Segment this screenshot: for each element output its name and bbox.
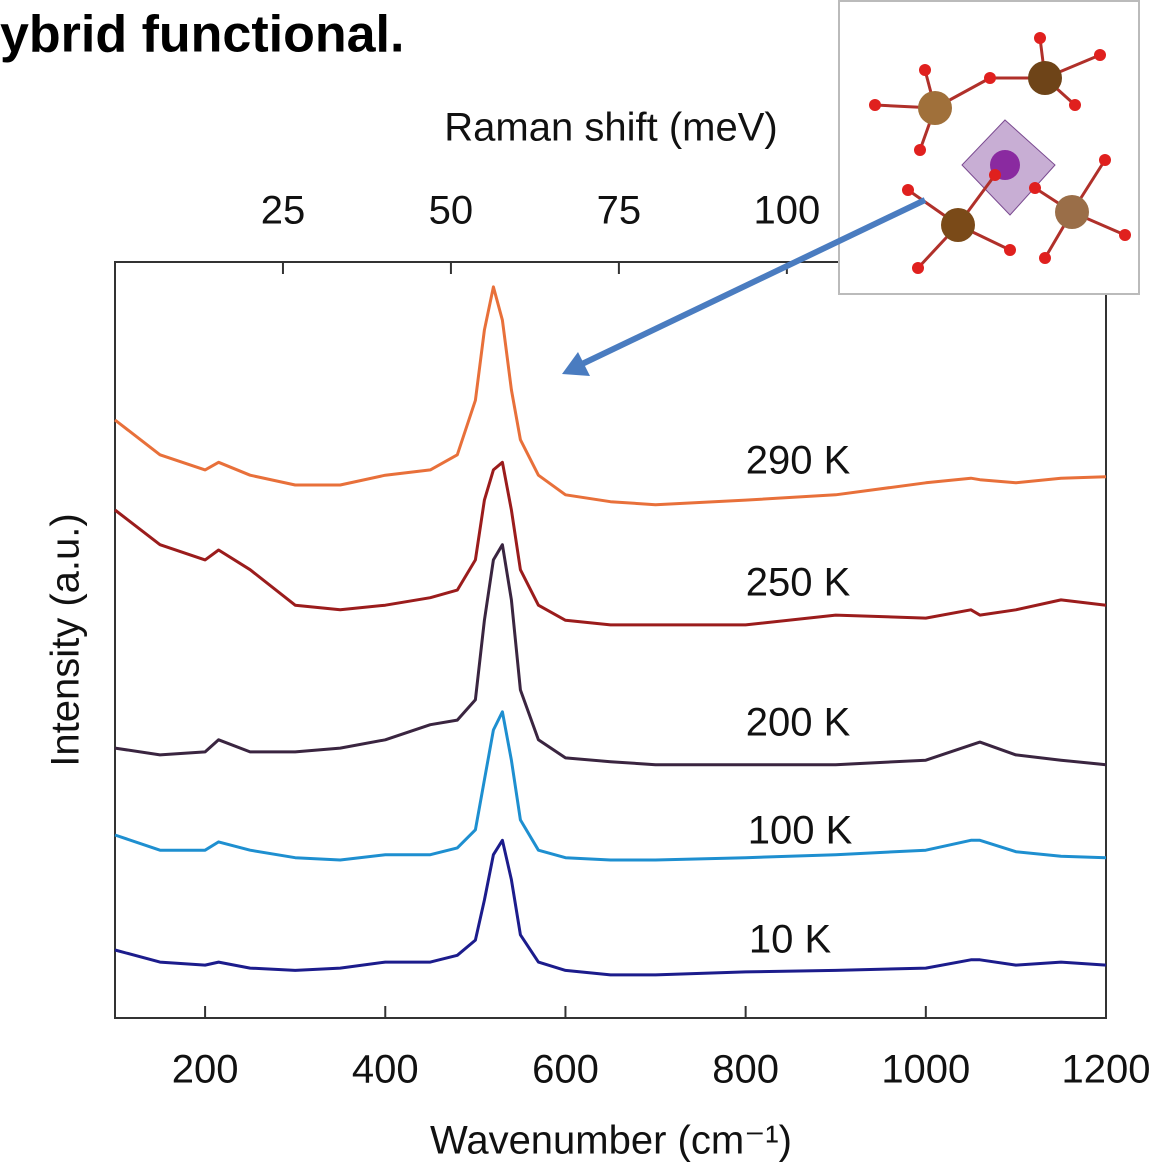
atom — [918, 91, 952, 125]
atom — [1028, 61, 1062, 95]
x-tick-label: 800 — [712, 1048, 779, 1092]
x2-tick-label: 75 — [597, 189, 642, 233]
atom — [1055, 195, 1089, 229]
heading: ybrid functional. — [0, 6, 404, 64]
spectrum-line — [115, 545, 1106, 765]
y-axis-title: Intensity (a.u.) — [44, 513, 88, 766]
series-label: 100 K — [748, 809, 853, 853]
atom — [941, 208, 975, 242]
page: {"heading": "ybrid functional.", "chart_… — [0, 0, 1159, 1167]
x2-tick-label: 50 — [429, 189, 474, 233]
series-label: 290 K — [746, 439, 851, 483]
x-tick-label: 1200 — [1062, 1048, 1151, 1092]
series-label: 200 K — [746, 701, 851, 745]
x-tick-label: 200 — [172, 1048, 239, 1092]
x-tick-label: 600 — [532, 1048, 599, 1092]
x-tick-label: 400 — [352, 1048, 419, 1092]
series-label: 250 K — [746, 561, 851, 605]
series-label: 10 K — [749, 918, 832, 962]
plot-area: 200 400 600 800 1000 1200 25 50 75 100 290 K 250 K 2… — [115, 189, 1150, 1092]
spectrum-line — [115, 712, 1106, 860]
x-axis-title: Wavenumber (cm⁻¹) — [430, 1119, 792, 1163]
x2-tick-label: 100 — [753, 189, 820, 233]
spectrum-line — [115, 287, 1106, 505]
figure: ybrid functional. Raman shift (meV) Wave… — [0, 0, 1159, 1167]
structure-inset — [839, 1, 1139, 294]
plot-frame — [115, 262, 1106, 1018]
x2-axis-title: Raman shift (meV) — [444, 106, 777, 150]
x2-tick-label: 25 — [261, 189, 306, 233]
spectrum-line — [115, 462, 1106, 625]
x-tick-label: 1000 — [881, 1048, 970, 1092]
